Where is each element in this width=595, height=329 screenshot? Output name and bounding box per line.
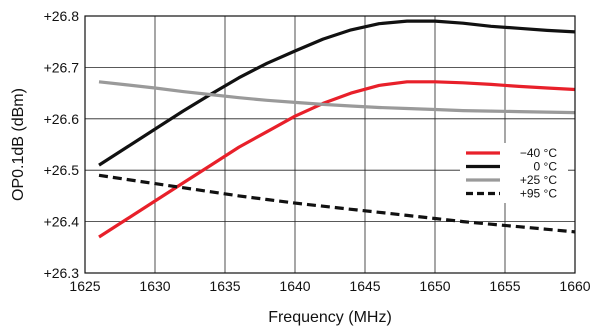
legend-label-2: 0 °C bbox=[534, 160, 558, 174]
x-tick-label: 1625 bbox=[69, 278, 100, 294]
y-tick-label: +26.7 bbox=[44, 59, 80, 75]
legend-label-4: +95 °C bbox=[520, 187, 557, 201]
x-tick-labels: 1625 1630 1635 1640 1645 1650 1655 1660 bbox=[69, 278, 590, 294]
x-tick-label: 1650 bbox=[419, 278, 450, 294]
y-tick-labels: +26.3 +26.4 +26.5 +26.6 +26.7 +26.8 bbox=[44, 8, 80, 281]
x-tick-label: 1645 bbox=[349, 278, 380, 294]
y-axis-label: OP0.1dB (dBm) bbox=[10, 88, 27, 201]
y-tick-label: +26.8 bbox=[44, 8, 80, 24]
chart-legend: −40 °C0 °C+25 °C+95 °C bbox=[460, 143, 568, 203]
y-tick-label: +26.3 bbox=[44, 265, 80, 281]
y-tick-label: +26.5 bbox=[44, 162, 80, 178]
series-line-3 bbox=[98, 80, 576, 115]
y-tick-label: +26.4 bbox=[44, 214, 80, 230]
x-tick-label: 1635 bbox=[209, 278, 240, 294]
x-tick-label: 1640 bbox=[279, 278, 310, 294]
series-line-1 bbox=[98, 80, 576, 239]
y-tick-label: +26.6 bbox=[44, 111, 80, 127]
x-tick-label: 1660 bbox=[559, 278, 590, 294]
legend-label-3: +25 °C bbox=[520, 173, 557, 187]
x-tick-label: 1655 bbox=[489, 278, 520, 294]
series-line-4 bbox=[98, 173, 576, 234]
x-tick-label: 1630 bbox=[139, 278, 170, 294]
x-axis-label: Frequency (MHz) bbox=[268, 309, 392, 326]
legend-label-1: −40 °C bbox=[520, 146, 557, 160]
series-line-2 bbox=[98, 19, 576, 167]
chart-series-group bbox=[98, 19, 576, 239]
plot-frame bbox=[84, 15, 576, 274]
